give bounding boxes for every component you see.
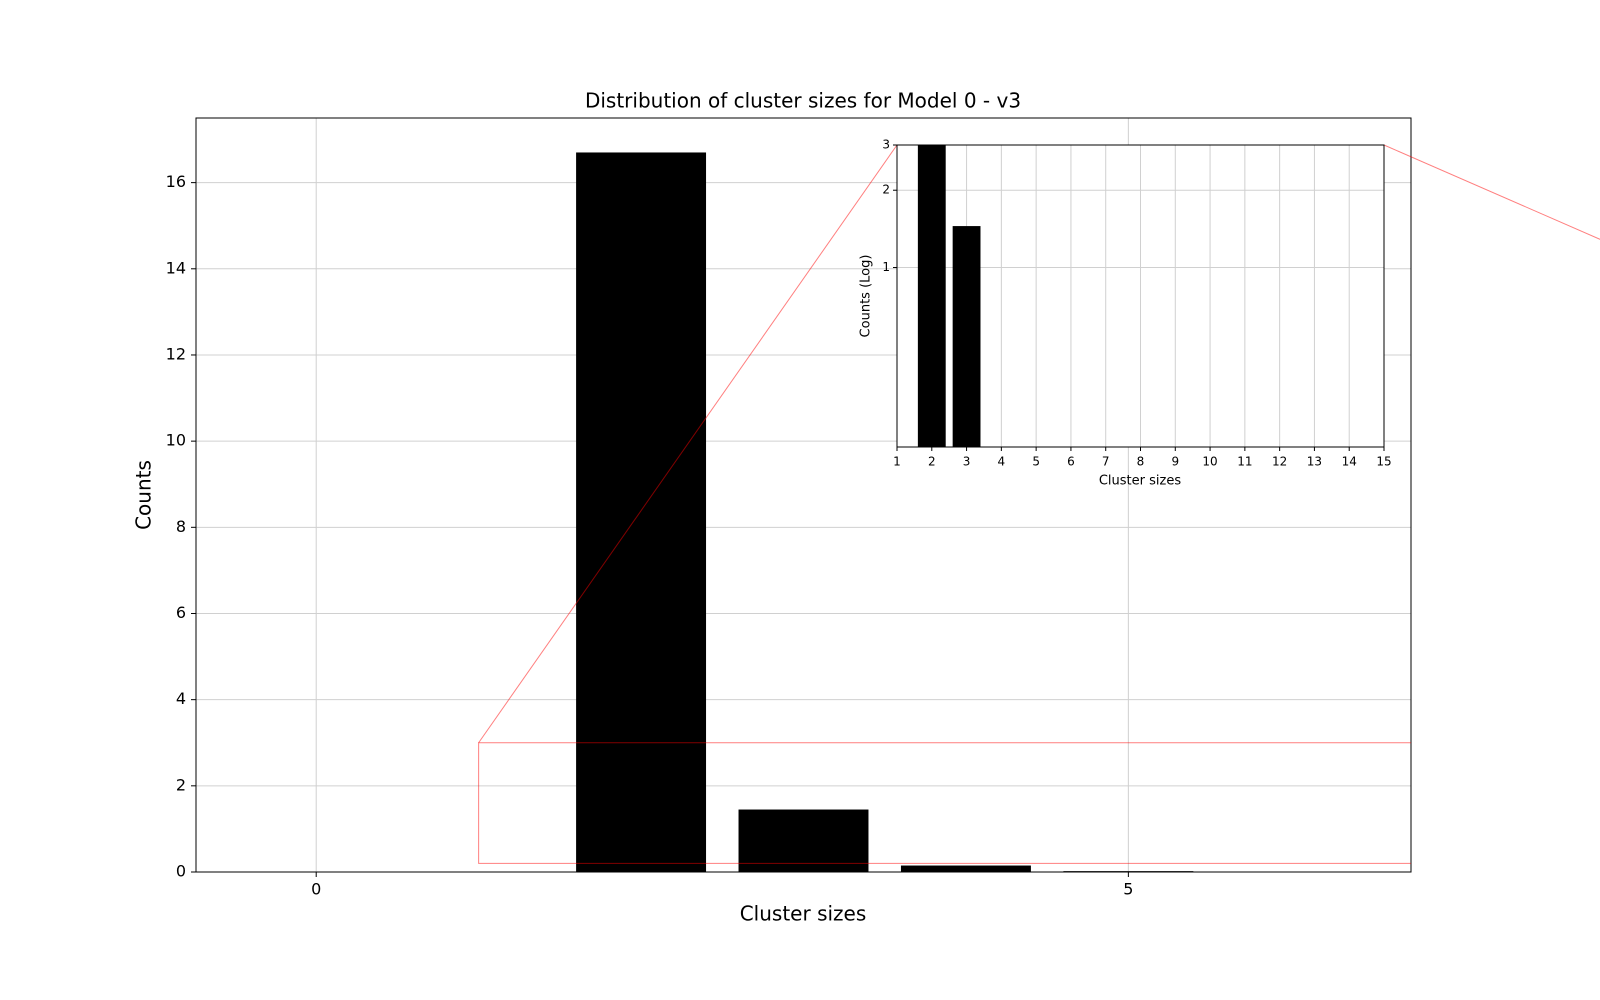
chart-title: Distribution of cluster sizes for Model …: [585, 89, 1021, 113]
bar: [917, 145, 946, 447]
plot-area: [576, 152, 1194, 872]
y-tick-label: 0: [176, 862, 186, 881]
x-axis-label: Cluster sizes: [740, 902, 867, 926]
inset-x-tick-label: 2: [928, 455, 936, 469]
inset-x-tick-label: 9: [1171, 455, 1179, 469]
inset-y-tick-label: 3: [882, 138, 890, 152]
inset-x-tick-label: 3: [963, 455, 971, 469]
inset-x-tick-label: 5: [1032, 455, 1040, 469]
axes-frame: [195, 117, 1412, 873]
inset-x-tick-label: 10: [1202, 455, 1217, 469]
inset-y-tick-label: 1: [882, 260, 890, 274]
inset-x-axis-label: Cluster sizes: [1099, 474, 1181, 489]
inset-x-tick-label: 15: [1376, 455, 1391, 469]
x-tick-label: 0: [311, 880, 321, 899]
inset-frame: [896, 144, 1385, 448]
inset-x-tick-label: 11: [1237, 455, 1252, 469]
inset-x-tick-label: 1: [893, 455, 901, 469]
inset-x-tick-label: 6: [1067, 455, 1075, 469]
inset-x-tick-label: 14: [1342, 455, 1357, 469]
y-tick-label: 8: [176, 517, 186, 536]
bar: [952, 226, 981, 447]
y-axis-label: Counts: [132, 460, 156, 530]
bar: [738, 809, 869, 872]
y-tick-label: 4: [176, 689, 186, 708]
y-tick-label: 2: [176, 775, 186, 794]
bar: [900, 865, 1031, 872]
zoom-connector: [478, 144, 898, 744]
inset-x-tick-label: 8: [1137, 455, 1145, 469]
inset-x-tick-label: 7: [1102, 455, 1110, 469]
y-tick-label: 6: [176, 603, 186, 622]
inset-y-axis-label: Counts (Log): [859, 255, 874, 338]
x-tick-label: 5: [1123, 880, 1133, 899]
inset-x-tick-label: 4: [998, 455, 1006, 469]
zoom-box: [478, 742, 1411, 864]
y-tick-label: 12: [166, 344, 186, 363]
y-tick-label: 16: [166, 172, 186, 191]
y-tick-label: 14: [166, 258, 186, 277]
inset-y-tick-label: 2: [882, 183, 890, 197]
y-tick-label: 10: [166, 431, 186, 450]
bar: [576, 152, 707, 872]
inset-plot-area: [917, 145, 981, 447]
inset-x-tick-label: 13: [1307, 455, 1322, 469]
inset-x-tick-label: 12: [1272, 455, 1287, 469]
